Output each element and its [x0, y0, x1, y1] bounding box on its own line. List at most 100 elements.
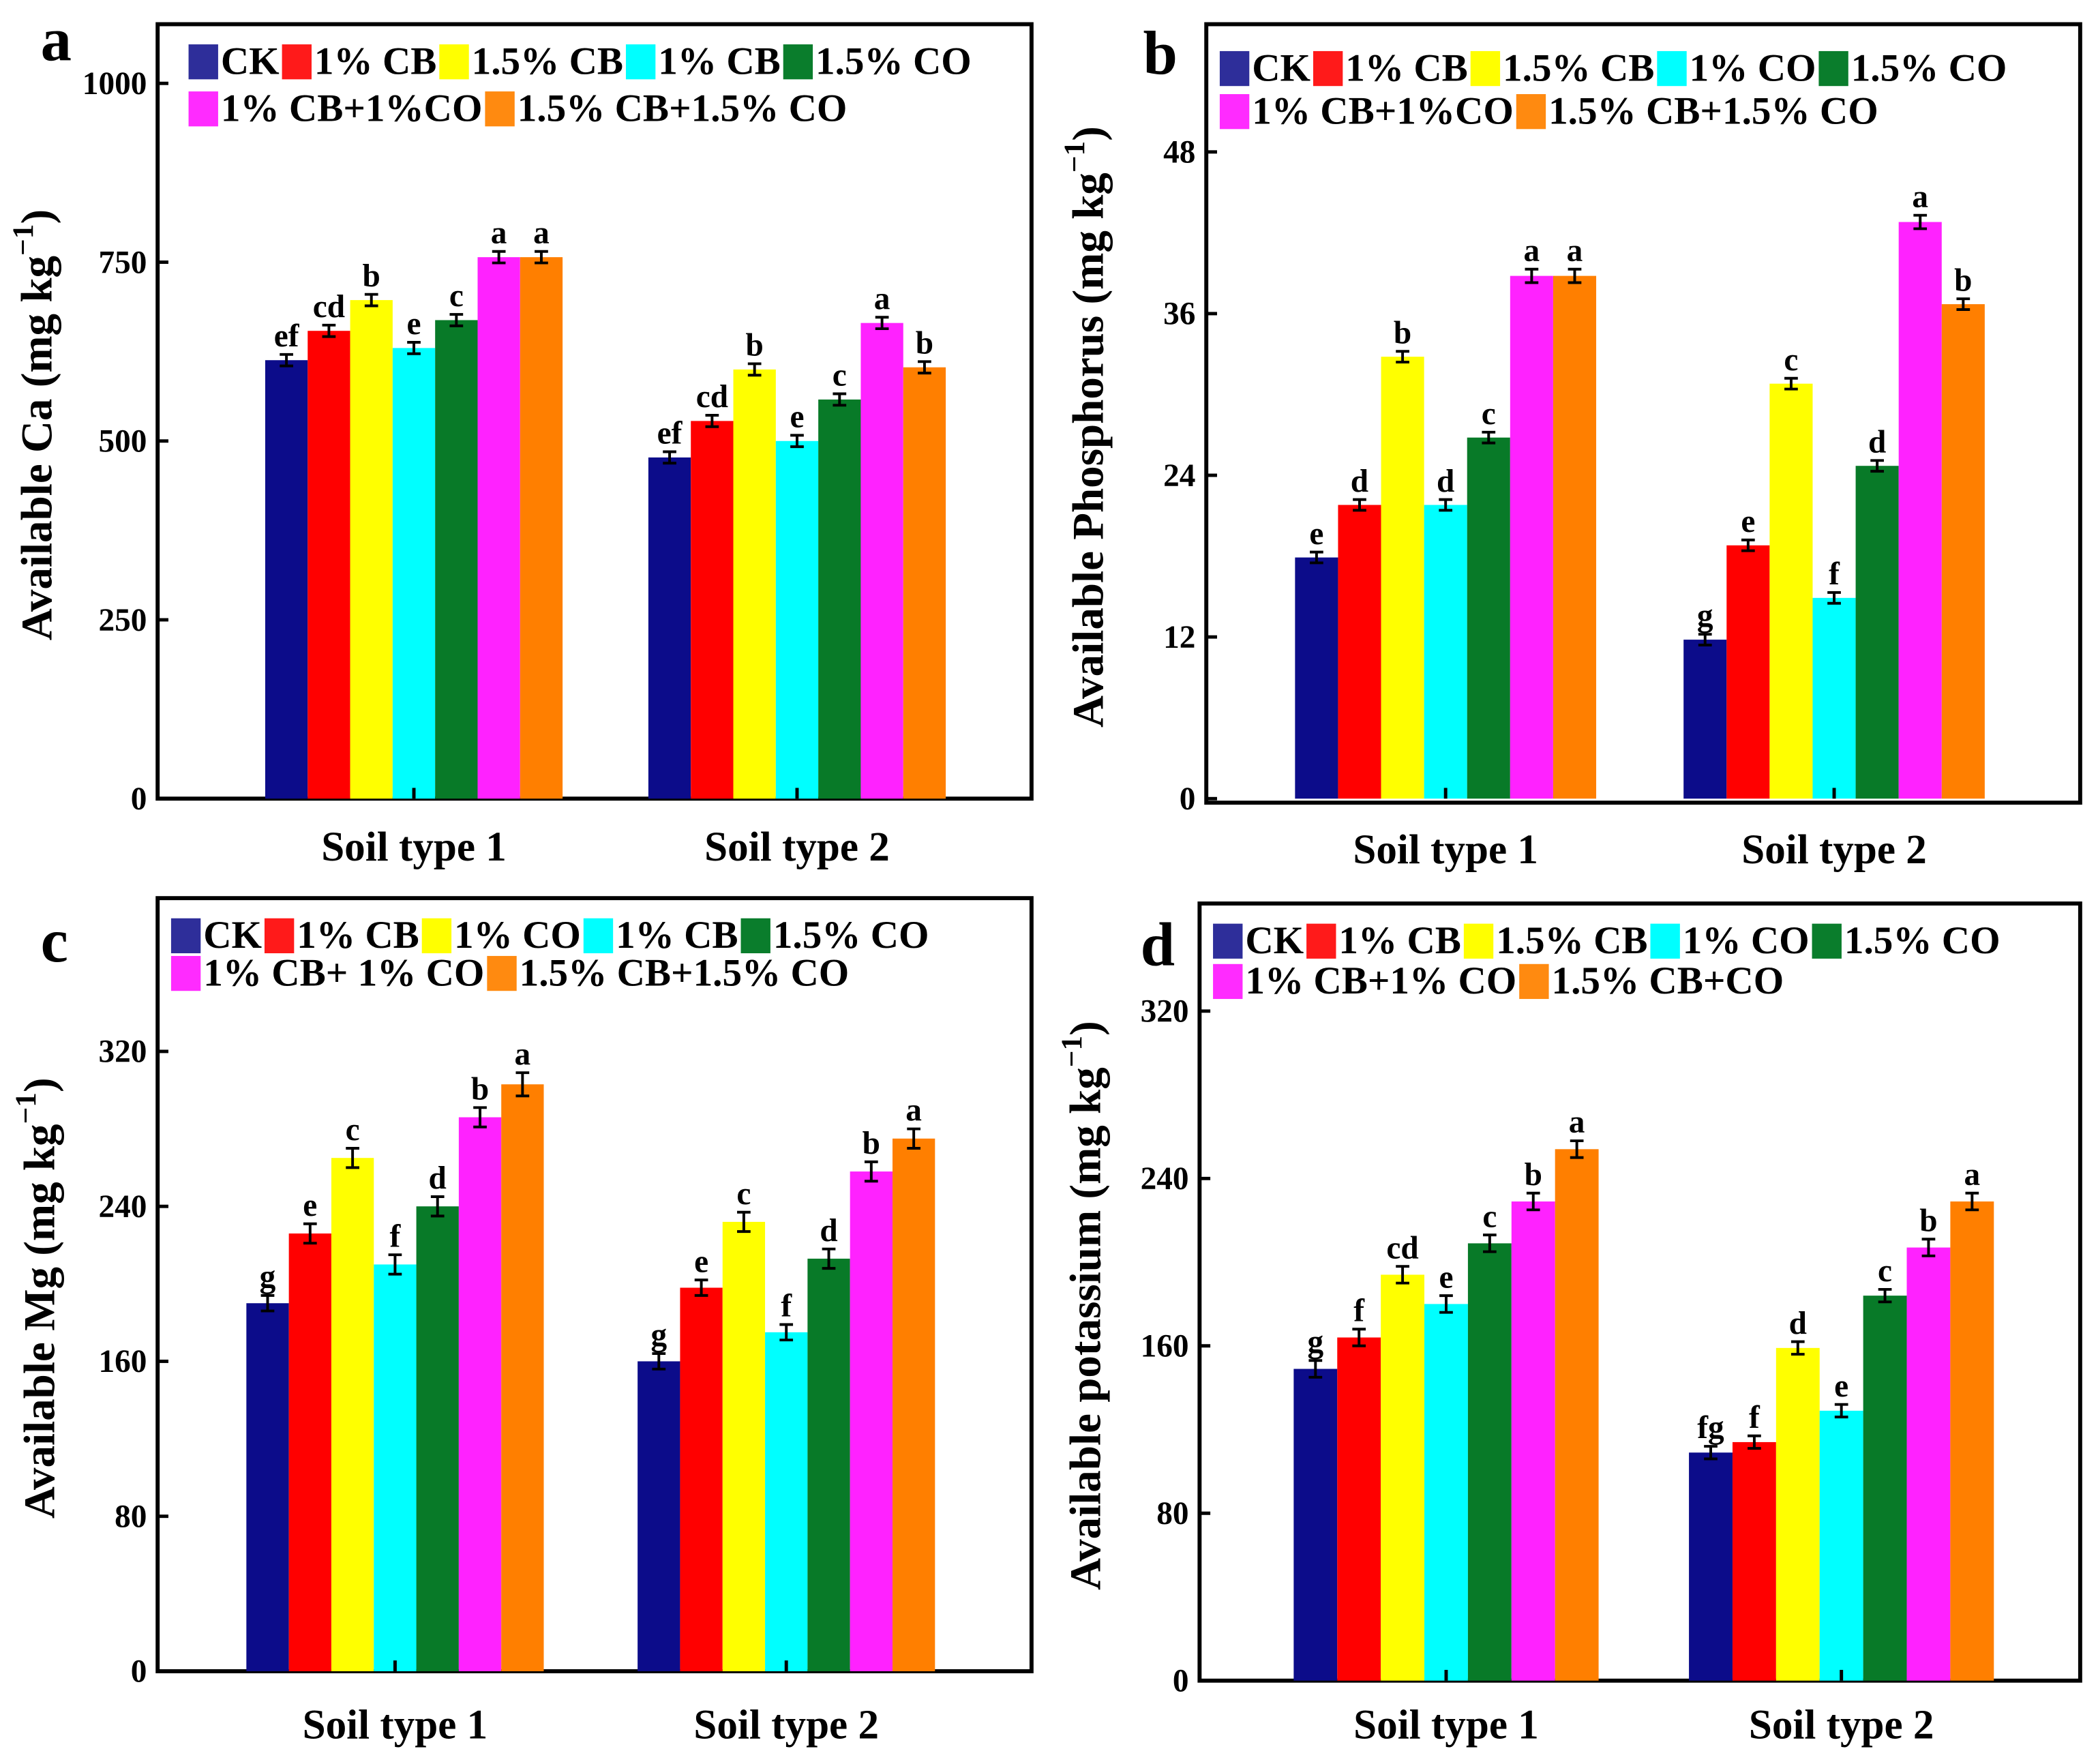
significance-letter: ef [657, 416, 683, 451]
bar [1511, 1201, 1555, 1681]
y-tick-label: 48 [1163, 135, 1195, 170]
bar [1338, 505, 1381, 799]
legend-swatch [1219, 50, 1250, 87]
bar [1863, 1296, 1907, 1681]
bar [903, 367, 946, 799]
bar [350, 300, 393, 799]
bar [1295, 557, 1338, 799]
significance-letter: d [429, 1161, 447, 1196]
significance-letter: c [1482, 1199, 1497, 1234]
bar [850, 1171, 893, 1671]
plot-frame [1204, 22, 2082, 805]
significance-letter: f [390, 1219, 402, 1254]
y-tick-label: 80 [1156, 1496, 1188, 1531]
panel-letter: d [1141, 910, 1175, 979]
bar [1898, 222, 1942, 799]
legend-swatch [1463, 923, 1494, 959]
bar [1337, 1337, 1381, 1681]
significance-letter: cd [313, 289, 345, 325]
significance-letter: d [1437, 464, 1454, 499]
significance-letter: d [1789, 1306, 1807, 1341]
x-tick-label: Soil type 2 [1741, 827, 1927, 873]
bar [860, 323, 903, 799]
significance-letter: a [874, 281, 890, 316]
legend-swatch [1313, 50, 1343, 87]
significance-letter: c [833, 358, 847, 393]
legend-swatch [1213, 963, 1243, 1000]
y-label-main: Available Phosphorus (mg kg [1064, 173, 1113, 728]
legend-label: 1% CB [616, 914, 738, 957]
legend-label: 1.5% CB+1.5% CO [518, 87, 848, 130]
panel-letter: b [1143, 18, 1178, 87]
significance-letter: b [471, 1071, 489, 1107]
significance-letter: a [515, 1036, 531, 1072]
panel-b: b 0 12 24 36 48 Available Phosphorus (mg kg−1)… [1058, 18, 2082, 873]
significance-letter: ef [274, 318, 300, 354]
legend-swatch [1519, 963, 1549, 1000]
legend-label: 1.5% CB+CO [1552, 959, 1784, 1002]
bar [818, 399, 861, 799]
significance-letter: e [407, 306, 421, 342]
significance-letter: a [491, 215, 507, 251]
legend-swatch [783, 44, 813, 80]
bar [691, 421, 734, 799]
bar [435, 320, 478, 799]
y-tick-label: 80 [115, 1499, 147, 1534]
legend-swatch [1812, 923, 1842, 959]
significance-letter: cd [1386, 1230, 1418, 1266]
bar [1293, 1369, 1338, 1681]
legend-label: CK [1245, 919, 1304, 962]
bar [288, 1233, 331, 1671]
significance-letter: d [1351, 464, 1368, 499]
significance-letter: b [863, 1126, 880, 1161]
y-label-end: ) [1064, 126, 1113, 141]
y-label-end: ) [15, 1077, 64, 1092]
bar [765, 1332, 808, 1671]
bar [807, 1258, 850, 1671]
y-label-superscript: −1 [1058, 141, 1091, 173]
significance-letter: e [790, 400, 804, 435]
y-axis-label: Available Ca (mg kg−1) [7, 209, 62, 640]
legend-swatch [1818, 50, 1848, 87]
panel-letter: c [41, 906, 68, 975]
y-tick-label: 240 [98, 1189, 147, 1225]
legend-label: 1.5% CB+1.5% CO [1548, 89, 1878, 132]
legend-swatch [282, 44, 312, 80]
legend-swatch [625, 44, 656, 80]
y-tick-label: 240 [1141, 1161, 1189, 1197]
y-label-end: ) [12, 209, 61, 224]
bar [733, 369, 776, 799]
legend-label: 1% CB+1% CO [1245, 959, 1516, 1002]
x-tick-label: Soil type 1 [321, 824, 507, 870]
bar [265, 360, 308, 799]
legend-label: 1% CB [1345, 46, 1467, 89]
bar [1467, 1243, 1512, 1681]
bar [1555, 1149, 1599, 1681]
legend-swatch [485, 91, 515, 127]
legend-swatch [487, 955, 517, 991]
y-tick-label: 0 [1173, 1664, 1189, 1699]
significance-letter: a [905, 1093, 922, 1128]
significance-letter: b [1919, 1203, 1937, 1238]
significance-letter: f [1353, 1293, 1365, 1328]
bar [308, 331, 350, 799]
legend-label: CK [1252, 46, 1310, 89]
legend-label: 1% CB+1%CO [1252, 89, 1514, 132]
significance-letter: e [1439, 1259, 1453, 1295]
bar [1381, 357, 1424, 799]
y-tick-label: 0 [131, 781, 147, 817]
legend-swatch [421, 918, 452, 954]
y-tick-label: 500 [98, 424, 147, 460]
y-tick-label: 160 [1141, 1329, 1189, 1364]
significance-letter: e [1741, 504, 1755, 539]
legend-swatch [188, 44, 218, 80]
significance-letter: fg [1697, 1410, 1724, 1446]
bar [1467, 437, 1510, 799]
significance-letter: d [1868, 424, 1886, 460]
y-label-main: Available Mg (mg kg [15, 1124, 64, 1519]
bar [1855, 466, 1899, 799]
legend-swatch [170, 955, 201, 991]
legend-label: 1% CB+1%CO [221, 87, 483, 130]
bar [1726, 545, 1770, 799]
